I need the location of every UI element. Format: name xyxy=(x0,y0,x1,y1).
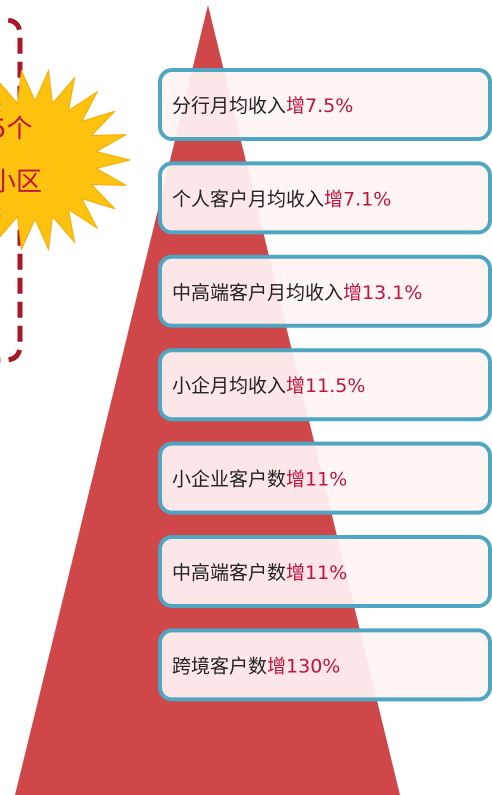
item-label: 中高端客户月均收入 xyxy=(172,281,343,303)
item-text: 小企业客户数增11% xyxy=(172,468,347,490)
badge-line: 5个 xyxy=(0,115,33,145)
item-change: 增11.5% xyxy=(286,375,365,397)
item-label: 跨境客户数 xyxy=(172,655,267,677)
item-text: 中高端客户月均收入增13.1% xyxy=(172,281,422,303)
item-box xyxy=(158,348,492,422)
item-box xyxy=(158,68,492,141)
item-change: 增7.1% xyxy=(324,188,391,210)
starburst xyxy=(0,68,131,252)
item-box xyxy=(158,535,492,608)
item-text: 分行月均收入增7.5% xyxy=(172,95,353,117)
item-text: 中高端客户数增11% xyxy=(172,562,347,584)
item-label: 小企月均收入 xyxy=(172,375,286,397)
item-label: 小企业客户数 xyxy=(172,468,286,490)
item-text: 跨境客户数增130% xyxy=(172,655,340,677)
item-box xyxy=(158,441,492,515)
item-box xyxy=(158,628,492,702)
item-list: 分行月均收入增7.5% 个人客户月均收入增7.1% 中高端客户月均收入增13.1% 小… xyxy=(158,68,492,702)
item-label: 中高端客户数 xyxy=(172,562,286,584)
item-box xyxy=(158,254,492,328)
item-box xyxy=(158,161,492,235)
item-change: 增11% xyxy=(286,468,347,490)
item-change: 增13.1% xyxy=(343,281,422,303)
item-change: 增7.5% xyxy=(286,95,353,117)
badge-line: 小区 xyxy=(0,168,42,198)
item-text: 个人客户月均收入增7.1% xyxy=(172,188,391,210)
item-text: 小企月均收入增11.5% xyxy=(172,375,365,397)
item-label: 分行月均收入 xyxy=(172,95,286,117)
item-change: 增11% xyxy=(286,562,347,584)
item-label: 个人客户月均收入 xyxy=(172,188,324,210)
item-change: 增130% xyxy=(267,655,340,677)
